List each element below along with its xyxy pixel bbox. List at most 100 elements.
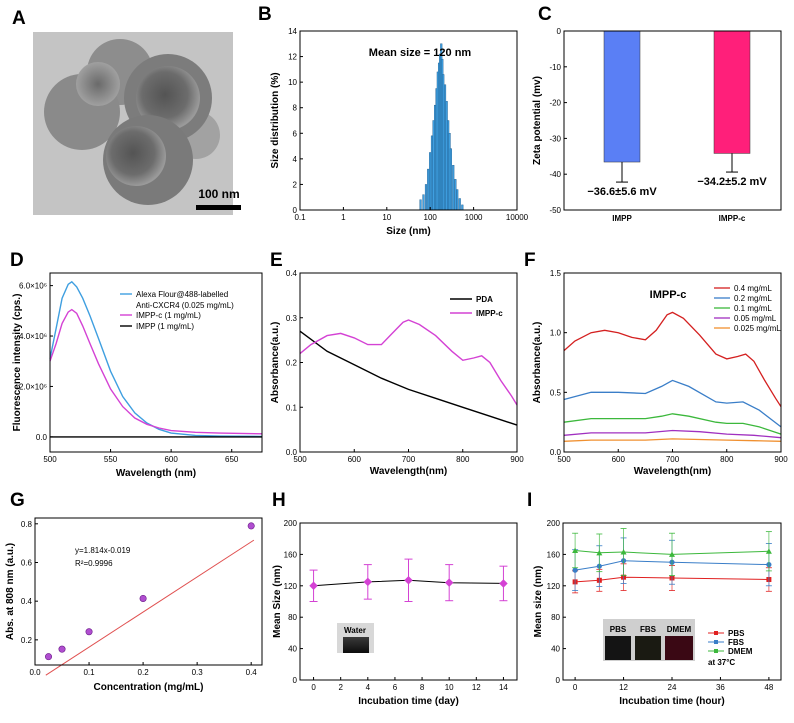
y-tick-label: 2.0×10⁶	[19, 382, 47, 391]
series-line	[49, 280, 263, 438]
panel-label-i: I	[527, 490, 532, 511]
legend-label: Anti-CXCR4 (0.025 mg/mL)	[136, 301, 234, 310]
zeta-bar	[713, 30, 751, 154]
chart-g: 0.0 0.1 0.2 0.3 0.4 0.2 0.4 0.6 0.8 Concentration…	[5, 517, 263, 693]
legend-label: IMPP-c (1 mg/mL)	[136, 311, 201, 320]
x-tick-label: IMPP-c	[719, 214, 746, 223]
size-bar	[449, 148, 452, 211]
y-tick-label: -50	[549, 206, 561, 215]
y-tick-label: 6.0×10⁶	[19, 282, 47, 291]
vial-dmem	[665, 636, 693, 660]
x-tick-label: 900	[774, 455, 788, 464]
data-point	[596, 549, 603, 556]
vial-pbs	[605, 636, 631, 660]
fit-line	[45, 539, 255, 676]
size-bar	[419, 199, 422, 211]
plot-frame	[563, 30, 782, 211]
x-tick-label: 500	[557, 455, 571, 464]
legend-label: 0.05 mg/mL	[734, 314, 777, 323]
chart-title: IMPP-c	[650, 289, 687, 301]
panel-label-h: H	[272, 490, 286, 511]
legend-marker	[714, 640, 718, 644]
y-tick-label: 10	[288, 78, 297, 87]
y-tick-label: 12	[288, 53, 297, 62]
size-bar	[456, 189, 459, 211]
y-tick-label: 1.5	[550, 269, 562, 278]
x-axis-label: Wavelength (nm)	[116, 468, 196, 479]
legend-label: 0.4 mg/mL	[734, 284, 772, 293]
r-squared-label: R²=0.9996	[75, 559, 113, 568]
x-tick-label: 650	[225, 455, 239, 464]
data-point	[669, 551, 675, 557]
y-tick-label: 1.0	[550, 329, 562, 338]
series-line	[299, 330, 518, 426]
plot-frame	[34, 517, 263, 666]
data-point	[572, 567, 578, 573]
x-tick-label: 100	[424, 213, 438, 222]
series-line	[563, 311, 782, 408]
y-axis-label: Fluorescence intensity (cps.)	[12, 294, 23, 432]
chart-f: 500 600 700 800 900 0.0 0.5 1.0 1.5 Wavelength(nm…	[532, 269, 788, 477]
data-point	[572, 547, 579, 553]
y-tick-label: 0.4	[21, 597, 33, 606]
inset-water-vial: Water	[337, 623, 374, 653]
series-line	[563, 379, 782, 428]
y-tick-label: 0.5	[550, 388, 562, 397]
panel-label-a: A	[12, 8, 26, 29]
data-point	[404, 576, 413, 585]
inset-label-dmem: DMEM	[667, 625, 692, 634]
x-tick-label: 2	[338, 683, 343, 692]
x-axis-label: Wavelength(nm)	[634, 466, 711, 477]
chart-title: Mean size = 120 nm	[369, 47, 472, 59]
y-tick-label: 0	[557, 27, 562, 36]
y-tick-label: 0	[293, 206, 298, 215]
y-tick-label: 80	[288, 613, 297, 622]
y-tick-label: 0.0	[36, 433, 48, 442]
equation-label: y=1.814x-0.019	[75, 546, 131, 555]
size-bar	[458, 198, 461, 211]
size-bar	[442, 74, 445, 211]
x-axis-label: Concentration (mg/mL)	[94, 682, 204, 693]
y-tick-label: 80	[551, 613, 560, 622]
size-bar	[422, 194, 425, 211]
data-point	[85, 628, 93, 636]
x-tick-label: 500	[293, 455, 307, 464]
x-tick-label: 500	[43, 455, 57, 464]
x-tick-label: 10000	[506, 213, 529, 222]
x-tick-label: 36	[716, 683, 725, 692]
chart-i: 0 12 24 36 48 0 40 80 120 160 200 Incubation time (…	[533, 519, 782, 707]
value-label: −34.2±5.2 mV	[697, 176, 767, 188]
y-axis-label: Absorbance(a.u.)	[270, 322, 281, 404]
y-tick-label: 0.2	[286, 359, 298, 368]
y-axis-label: Mean size (nm)	[533, 566, 544, 638]
plot-frame	[299, 30, 518, 211]
inset-label-pbs: PBS	[610, 625, 627, 634]
chart-c: −36.6±5.6 mV IMPP −34.2±5.2 mV IMPP-c 0 -10 -2…	[532, 27, 782, 223]
y-tick-label: 40	[288, 645, 297, 654]
series-line	[563, 413, 782, 435]
x-tick-label: 0.3	[192, 668, 204, 677]
y-tick-label: 14	[288, 27, 297, 36]
data-point	[444, 578, 454, 587]
legend-label: DMEM	[728, 647, 753, 656]
tem-particle-core	[106, 126, 166, 186]
x-tick-label: 0	[311, 683, 316, 692]
chart-d: 500 550 600 650 0.0 2.0×10⁶ 4.0×10⁶ 6.0×10⁶ Wave…	[12, 272, 263, 479]
x-tick-label: 8	[420, 683, 425, 692]
panel-label-g: G	[10, 490, 25, 511]
legend-label: PDA	[476, 295, 493, 304]
y-axis-label: Zeta potential (mv)	[532, 76, 543, 165]
y-tick-label: 120	[284, 582, 298, 591]
series-line	[563, 429, 782, 439]
data-point	[247, 522, 255, 530]
x-tick-label: 0	[573, 683, 578, 692]
x-axis-label: Incubation time (day)	[358, 696, 459, 707]
y-tick-label: 4	[293, 155, 298, 164]
x-tick-label: 600	[164, 455, 178, 464]
x-tick-label: 0.0	[29, 668, 41, 677]
size-bar	[429, 152, 432, 211]
legend-label: Alexa Flour@488-labelled	[136, 290, 228, 299]
legend-label: PBS	[728, 629, 745, 638]
y-axis-label: Abs. at 808 nm (a.u.)	[5, 543, 16, 640]
size-bar	[427, 168, 430, 211]
